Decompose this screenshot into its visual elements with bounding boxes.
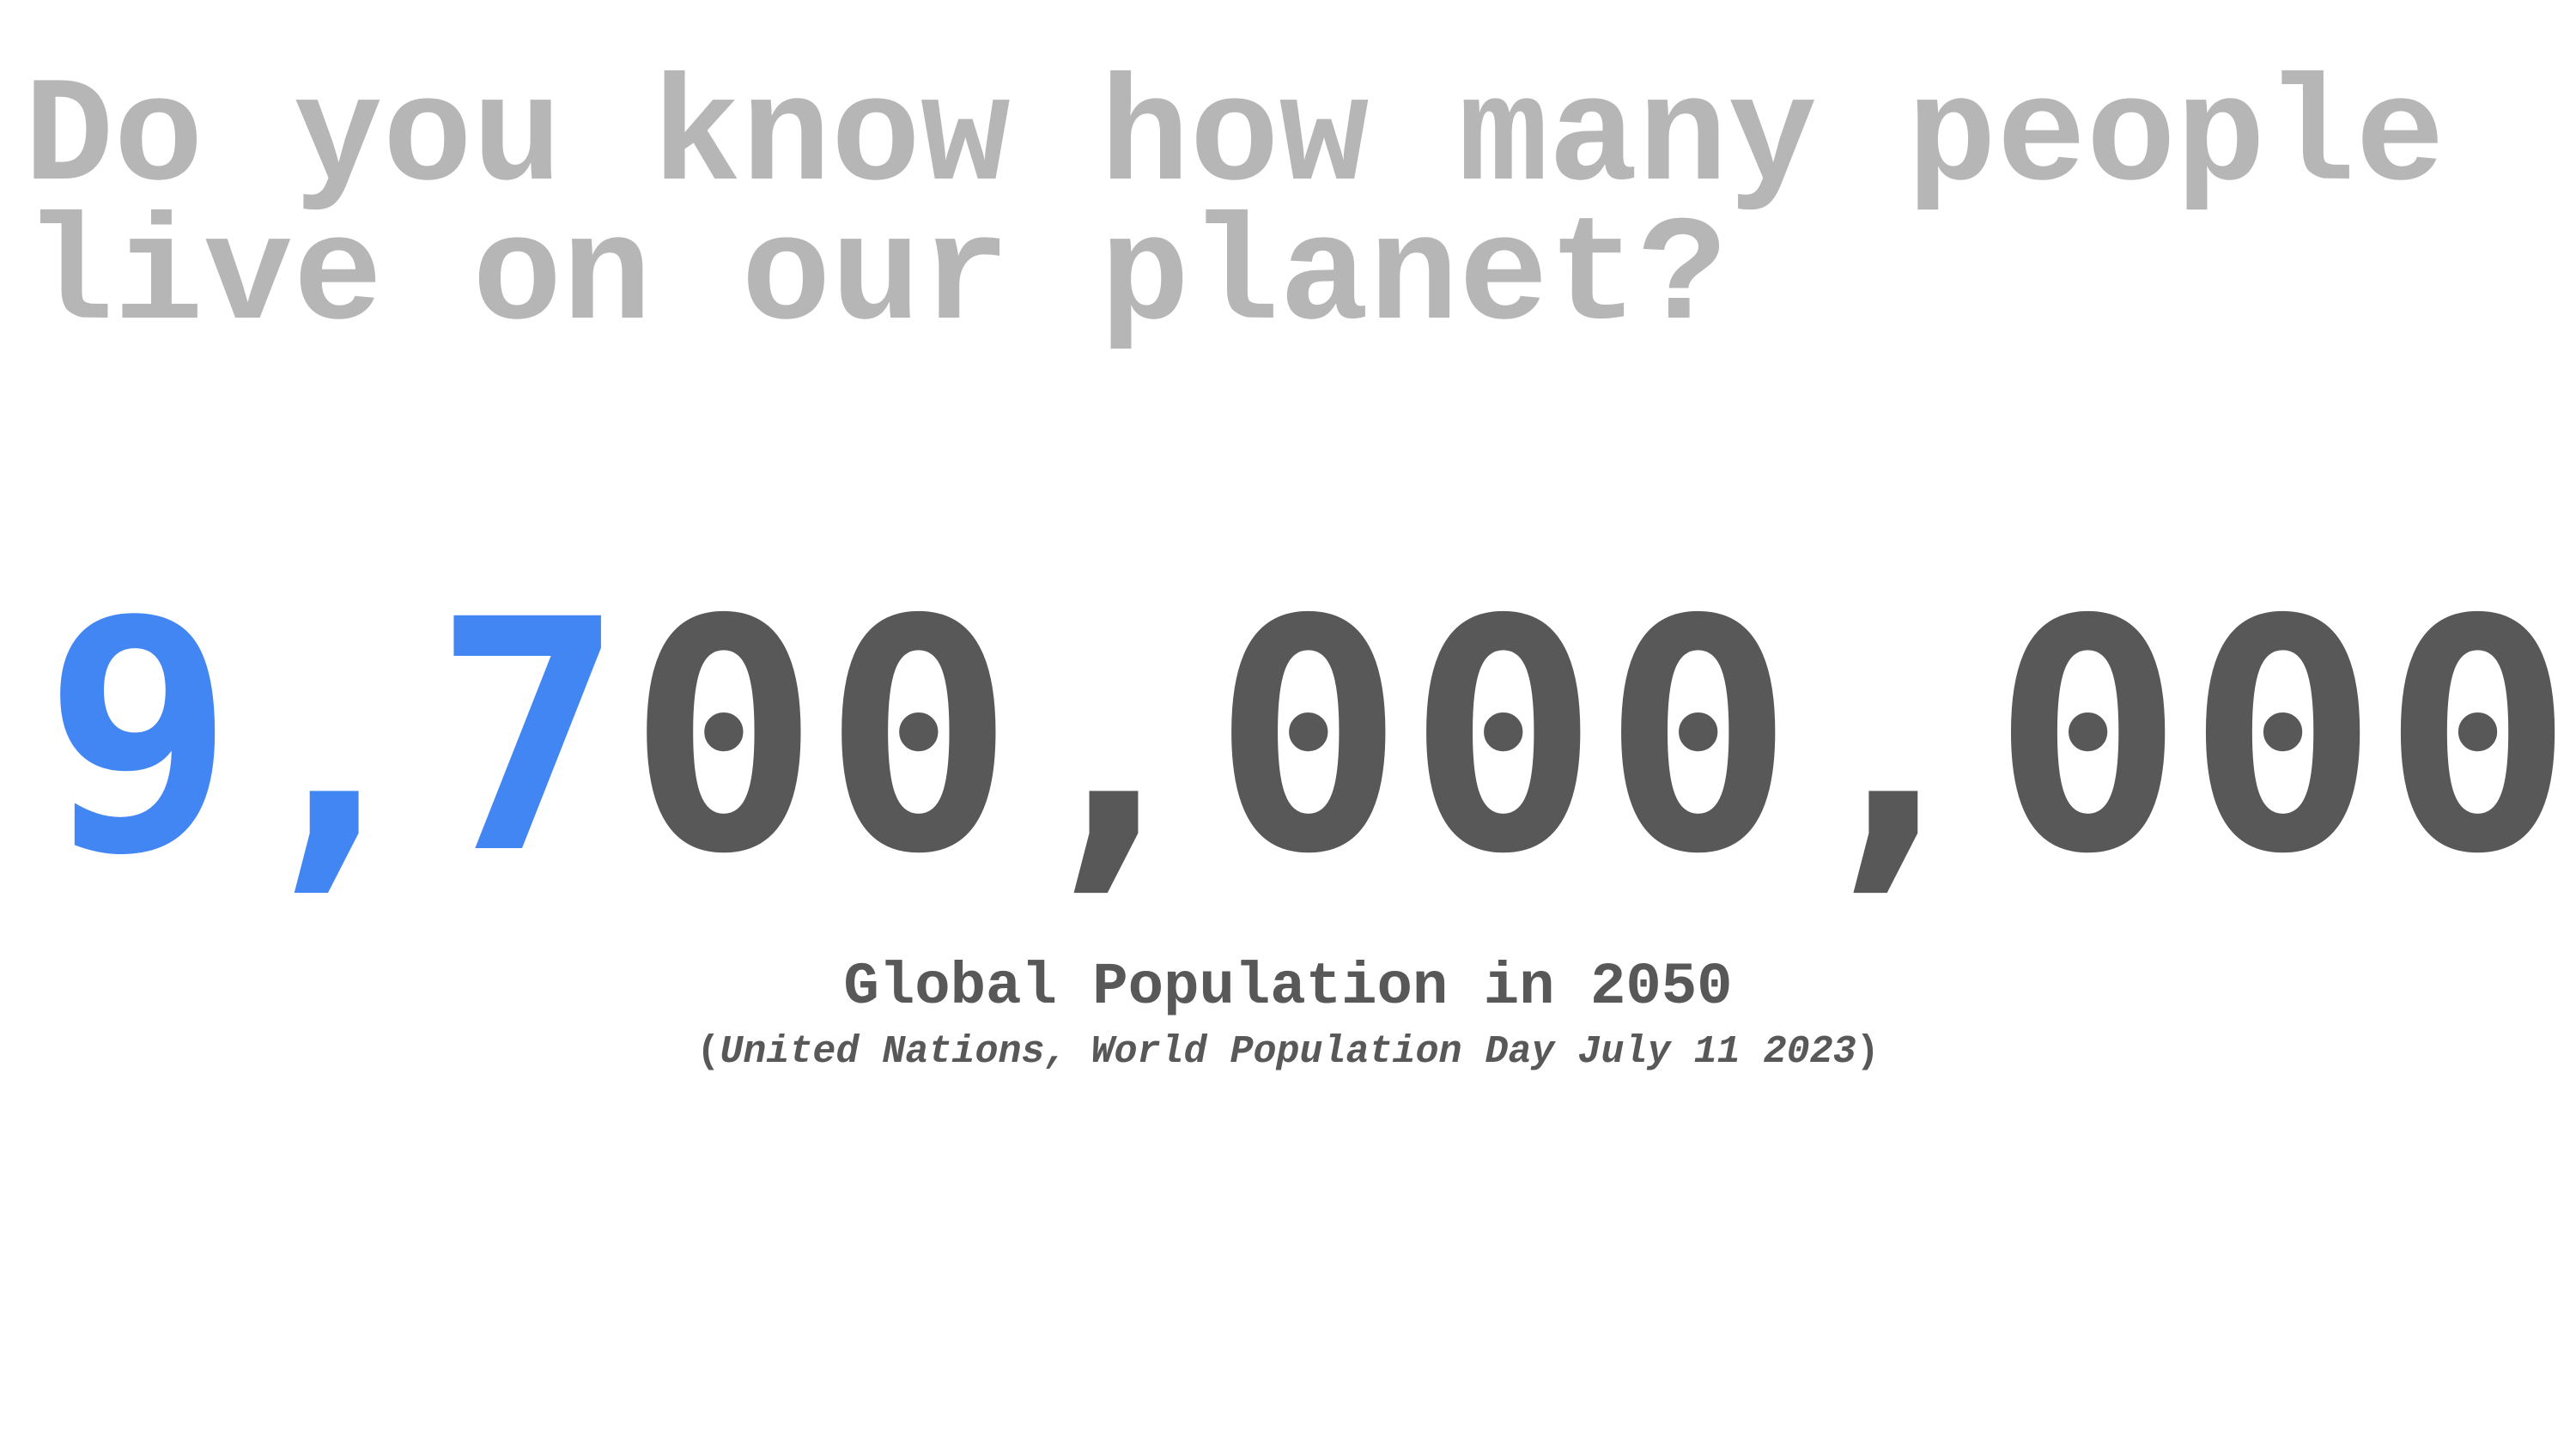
source-open-paren: (: [696, 1030, 720, 1074]
question-line-2: live on our planet?: [24, 194, 1728, 363]
source-close-paren: ): [1856, 1030, 1880, 1074]
question-heading: Do you know how many people live on our …: [24, 55, 2566, 363]
population-highlighted-digits: 9,7: [43, 552, 628, 924]
population-remaining-digits: 00,000,000: [627, 552, 2576, 924]
population-caption: Global Population in 2050: [843, 954, 1733, 1021]
question-line-1: Do you know how many people: [24, 55, 2445, 224]
population-number: 9,700,000,000: [43, 567, 2574, 910]
source-text: United Nations, World Population Day Jul…: [720, 1030, 1856, 1074]
source-citation: (United Nations, World Population Day Ju…: [0, 1027, 2576, 1078]
